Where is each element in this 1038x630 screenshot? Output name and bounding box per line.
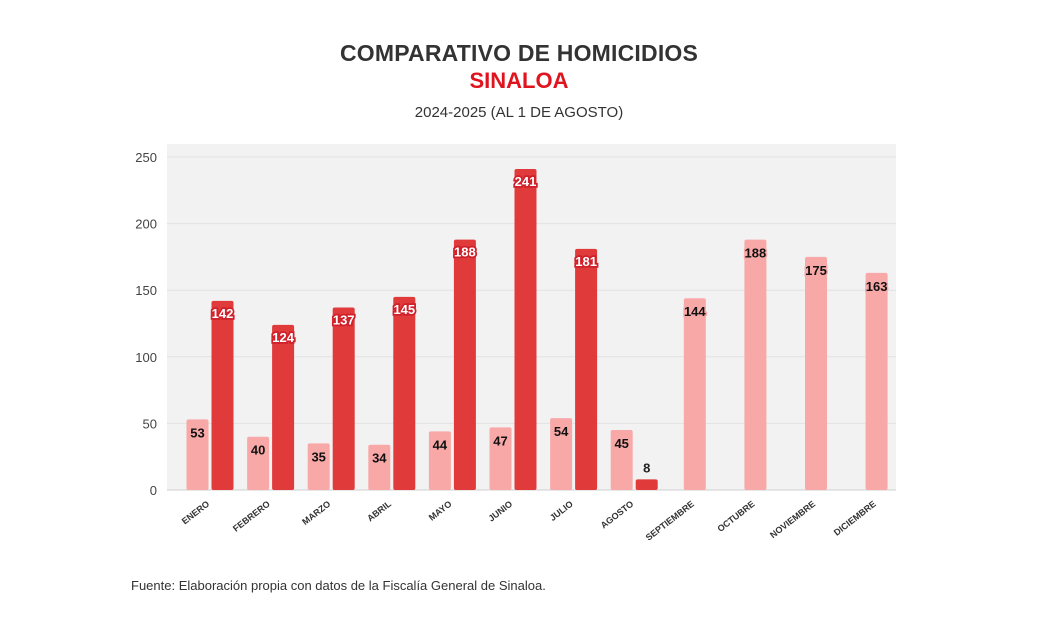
bar-2024 [368,444,391,490]
data-label-2024: 44 [433,437,448,452]
bar-2025 [272,324,295,490]
data-label-2024: 54 [554,424,569,439]
bar-2025 [453,239,476,490]
bar-2025 [211,300,234,490]
data-label-2024: 47 [493,433,507,448]
x-tick-label: DICIEMBRE [832,499,878,538]
data-label-2025: 181 [575,254,597,269]
data-label-2024: 40 [251,443,265,458]
bar-2025 [332,307,355,490]
data-label-2024: 45 [614,436,628,451]
chart-period: 2024-2025 (AL 1 DE AGOSTO) [414,104,624,121]
bar-2024 [307,443,330,490]
data-label-2025: 124 [272,330,294,345]
x-tick-label: MARZO [300,499,332,527]
bar-2024 [489,427,512,490]
bar-2024 [610,430,633,490]
y-tick-label: 50 [143,416,157,431]
bar-chart: 0 50 100 150 200 250 53 142 ENERO 40 124 FEBRERO 35 1… [135,144,896,543]
data-label-2024: 175 [805,263,827,278]
bar-2025 [635,479,658,490]
data-label-2024: 144 [684,304,706,319]
x-tick-label: SEPTIEMBRE [644,499,696,543]
bar-2024 [744,239,767,490]
bar-2025 [575,248,598,490]
data-label-2024: 34 [372,451,387,466]
bar-2024 [683,298,706,490]
bar-2024 [805,256,827,490]
data-label-2024: 53 [190,425,204,440]
chart-subtitle: SINALOA [469,68,569,93]
data-label-2025: 241 [515,174,537,189]
x-tick-label: NOVIEMBRE [768,499,817,540]
data-label-2024: 163 [866,279,888,294]
x-tick-label: JULIO [548,499,575,523]
data-label-2025: 188 [454,245,476,260]
data-label-2025: 8 [643,460,650,475]
y-tick-label: 200 [135,217,157,232]
y-tick-label: 250 [135,150,157,165]
data-label-2024: 188 [745,246,767,261]
bar-2024 [428,431,451,490]
bar-2024 [550,418,573,490]
data-label-2025: 142 [212,306,234,321]
chart-title: COMPARATIVO DE HOMICIDIOS [339,40,699,66]
data-label-2024: 35 [311,449,325,464]
x-tick-label: JUNIO [486,499,514,524]
bar-2025 [514,168,537,490]
y-tick-label: 150 [135,283,157,298]
x-tick-label: ENERO [180,499,211,527]
data-label-2025: 145 [393,302,415,317]
x-tick-label: AGOSTO [599,499,636,531]
data-label-2025: 137 [333,313,355,328]
bar-2025 [393,296,416,490]
bar-2024 [186,419,209,490]
x-tick-label: FEBRERO [231,499,272,534]
bar-2024 [247,436,270,490]
y-tick-label: 0 [150,483,157,498]
bar-2024 [865,272,888,490]
x-tick-label: ABRIL [365,498,393,523]
x-tick-label: OCTUBRE [715,499,756,534]
y-tick-label: 100 [135,350,157,365]
x-tick-label: MAYO [427,499,454,523]
source-note: Fuente: Elaboración propia con datos de … [131,578,546,593]
